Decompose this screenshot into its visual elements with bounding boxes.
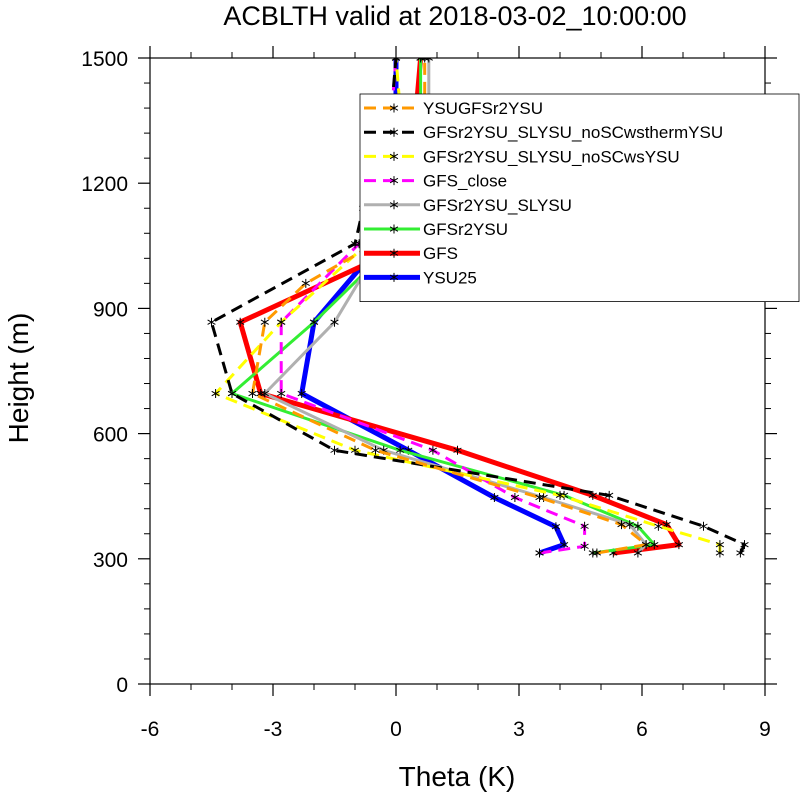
data-point-marker [551, 522, 561, 532]
legend-entry: GFS [364, 244, 458, 263]
data-point-marker [428, 445, 438, 455]
data-point-marker [715, 540, 725, 550]
legend-label: GFSr2YSU_SLYSU_noSCwsthermYSU [423, 123, 723, 142]
data-point-marker [330, 445, 339, 455]
y-tick-label: 0 [116, 674, 128, 697]
data-point-marker [227, 389, 237, 398]
axis-layer: -6 -3 0 3 6 9 0 300 600 900 1200 1500 [81, 46, 777, 741]
data-point-marker [535, 493, 544, 502]
legend-label: GFSr2YSU_SLYSU [423, 196, 572, 215]
data-point-marker [211, 389, 220, 398]
y-tick-label: 1500 [81, 48, 128, 71]
data-point-marker [309, 317, 319, 327]
legend: YSUGFSr2YSU GFSr2YSU_SLYSU_noSCwsthermYSU… [359, 93, 800, 303]
x-axis-label: Theta (K) [399, 761, 516, 792]
legend-label: GFSr2YSU_SLYSU_noSCwsYSU [423, 147, 680, 166]
data-point-marker [633, 548, 643, 558]
data-point-marker [350, 445, 360, 455]
legend-box [359, 93, 800, 303]
data-point-marker [740, 540, 749, 550]
legend-label: GFS [423, 244, 458, 263]
y-axis-label: Height (m) [3, 313, 34, 444]
data-point-marker [674, 540, 684, 550]
data-point-marker [588, 548, 597, 558]
data-point-marker [277, 317, 286, 327]
data-point-marker [277, 389, 286, 398]
data-point-marker [260, 389, 269, 398]
legend-label: YSU25 [423, 268, 477, 287]
legend-entry: YSUGFSr2YSU [364, 99, 543, 118]
data-point-marker [510, 493, 520, 502]
y-tick-label: 1200 [81, 173, 128, 196]
legend-marker [389, 176, 399, 186]
data-point-marker [330, 317, 339, 327]
series-2 [211, 58, 725, 558]
data-point-marker [555, 490, 565, 500]
data-point-marker [699, 521, 708, 531]
y-tick-label: 600 [93, 424, 128, 447]
data-point-marker [301, 278, 310, 288]
x-tick-label: -3 [264, 718, 283, 741]
data-point-marker [371, 445, 380, 455]
data-point-marker [236, 317, 245, 327]
data-point-marker [535, 548, 544, 558]
data-point-marker [260, 317, 269, 327]
data-point-marker [617, 520, 626, 530]
x-tick-label: 6 [636, 718, 648, 741]
x-tick-label: 9 [759, 718, 771, 741]
data-point-marker [559, 540, 569, 550]
data-point-marker [633, 521, 643, 531]
legend-entry: GFS_close [364, 172, 507, 191]
data-point-marker [490, 493, 499, 502]
data-point-marker [605, 490, 614, 500]
legend-entry: GFSr2YSU [364, 220, 508, 239]
legend-marker [389, 224, 399, 234]
y-tick-label: 300 [93, 549, 128, 572]
data-point-marker [580, 521, 589, 531]
legend-entry: GFSr2YSU_SLYSU [364, 196, 572, 215]
data-point-marker [736, 548, 745, 558]
legend-marker [389, 103, 399, 113]
x-tick-label: 0 [390, 718, 402, 741]
legend-marker [389, 200, 399, 210]
data-point-marker [588, 490, 597, 500]
legend-marker [389, 127, 399, 137]
data-point-marker [625, 520, 634, 530]
plot-frame [149, 57, 766, 685]
data-point-marker [580, 541, 589, 551]
data-point-marker [248, 389, 257, 398]
data-point-marker [650, 540, 659, 550]
data-point-marker [715, 548, 725, 558]
data-point-marker [592, 548, 602, 558]
data-point-marker [207, 317, 216, 327]
chart-title: ACBLTH valid at 2018-03-02_10:00:00 [223, 1, 686, 31]
x-tick-label: 3 [513, 718, 525, 741]
data-point-marker [297, 389, 306, 398]
legend-label: GFSr2YSU [423, 220, 508, 239]
legend-marker [389, 248, 399, 258]
data-point-marker [641, 540, 651, 550]
legend-marker [389, 272, 399, 282]
y-tick-label: 900 [93, 298, 128, 321]
x-tick-label: -6 [141, 718, 160, 741]
legend-entry: YSU25 [364, 268, 477, 287]
legend-label: YSUGFSr2YSU [423, 99, 543, 118]
data-point-marker [453, 445, 462, 455]
legend-entry: GFSr2YSU_SLYSU_noSCwsYSU [364, 147, 680, 166]
data-point-marker [395, 445, 405, 455]
series-line [214, 58, 722, 553]
data-point-marker [350, 239, 360, 249]
legend-label: GFS_close [423, 172, 507, 191]
legend-entry: GFSr2YSU_SLYSU_noSCwsthermYSU [364, 123, 723, 142]
legend-marker [389, 151, 399, 161]
data-point-marker [654, 521, 663, 531]
